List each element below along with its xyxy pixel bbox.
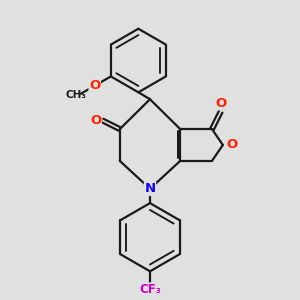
Text: O: O <box>89 79 100 92</box>
Text: CH₃: CH₃ <box>65 90 86 100</box>
Text: CF₃: CF₃ <box>139 283 161 296</box>
Text: N: N <box>144 182 156 195</box>
Text: O: O <box>215 97 226 110</box>
Text: O: O <box>90 114 101 127</box>
Text: O: O <box>226 139 237 152</box>
